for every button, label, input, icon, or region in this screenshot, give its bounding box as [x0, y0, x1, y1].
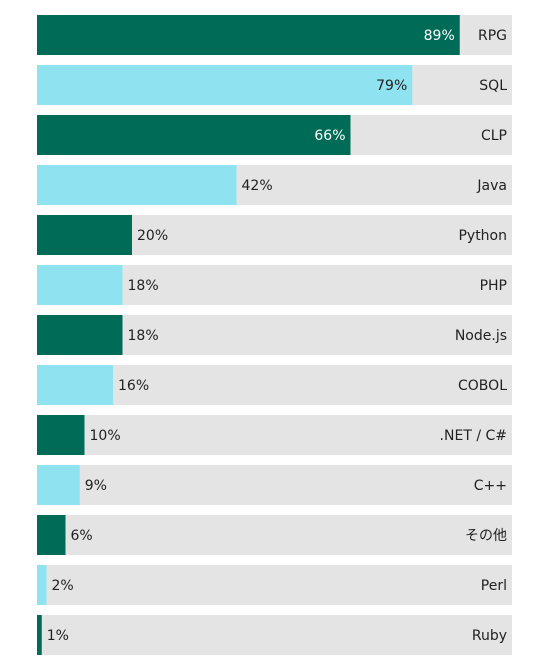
bar-track — [37, 515, 512, 555]
bar-track — [37, 365, 512, 405]
bar-value-label: 42% — [242, 178, 273, 194]
category-label: Perl — [481, 578, 507, 594]
category-label: Java — [476, 178, 507, 194]
category-label: その他 — [465, 528, 507, 544]
bar-track — [37, 615, 512, 655]
bar-value-label: 79% — [376, 78, 407, 94]
bar-track — [37, 465, 512, 505]
bar-row: 6% その他 — [37, 515, 512, 555]
category-label: SQL — [479, 78, 507, 94]
bar-value-label: 1% — [47, 628, 69, 644]
bar-value-label: 16% — [118, 378, 149, 394]
category-label: Ruby — [472, 628, 507, 644]
bar-row: 18% PHP — [37, 265, 512, 305]
bar — [37, 515, 66, 555]
bar-value-label: 10% — [90, 428, 121, 444]
category-label: Python — [458, 228, 507, 244]
bar — [37, 115, 351, 155]
category-label: RPG — [478, 28, 507, 44]
bar-track — [37, 415, 512, 455]
bar-row: 10% .NET / C# — [37, 415, 512, 455]
bar-value-label: 6% — [71, 528, 93, 544]
bar-row: 18% Node.js — [37, 315, 512, 355]
bar — [37, 165, 237, 205]
bar — [37, 265, 123, 305]
bar — [37, 465, 80, 505]
bar-track — [37, 565, 512, 605]
bar-row: 16% COBOL — [37, 365, 512, 405]
bar-row: 1% Ruby — [37, 615, 512, 655]
bar-value-label: 18% — [128, 328, 159, 344]
bar-row: 79% SQL — [37, 65, 512, 105]
bar — [37, 15, 460, 55]
category-label: CLP — [481, 128, 507, 144]
bar-row: 2% Perl — [37, 565, 512, 605]
bar — [37, 565, 47, 605]
bar-row: 66% CLP — [37, 115, 512, 155]
category-label: COBOL — [458, 378, 507, 394]
category-label: PHP — [480, 278, 507, 294]
bar — [37, 65, 413, 105]
bar-value-label: 89% — [424, 28, 455, 44]
bar-row: 9% C++ — [37, 465, 512, 505]
bar — [37, 365, 113, 405]
bar-value-label: 20% — [137, 228, 168, 244]
bar-value-label: 2% — [52, 578, 74, 594]
bar — [37, 415, 85, 455]
category-label: C++ — [474, 478, 507, 494]
bar-value-label: 18% — [128, 278, 159, 294]
bar — [37, 315, 123, 355]
bar-row: 20% Python — [37, 215, 512, 255]
bar — [37, 615, 42, 655]
category-label: .NET / C# — [440, 428, 507, 444]
category-label: Node.js — [455, 328, 507, 344]
bar-value-label: 9% — [85, 478, 107, 494]
bar — [37, 215, 132, 255]
bar-value-label: 66% — [314, 128, 345, 144]
bar-row: 89% RPG — [37, 15, 512, 55]
bar-row: 42% Java — [37, 165, 512, 205]
